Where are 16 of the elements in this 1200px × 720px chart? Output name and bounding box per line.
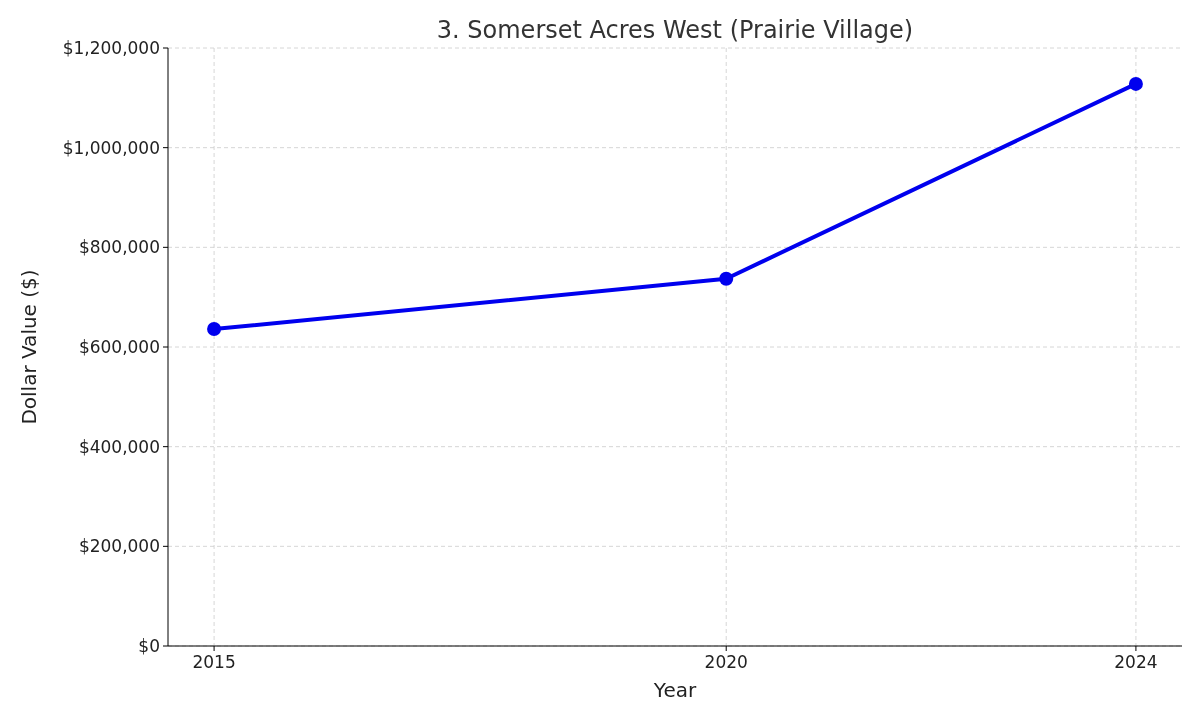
- y-tick-label: $400,000: [78, 436, 160, 457]
- point: [1128, 76, 1143, 91]
- y-tick-label: $600,000: [78, 336, 160, 357]
- y-axis-title: Dollar Value ($): [17, 269, 41, 425]
- point: [719, 271, 734, 286]
- x-tick-label: 2024: [1114, 652, 1158, 672]
- point: [207, 322, 222, 337]
- x-tick-label: 2015: [192, 652, 236, 672]
- x-axis-title: Year: [652, 678, 697, 702]
- y-tick-label: $1,200,000: [62, 37, 160, 58]
- chart-title: 3. Somerset Acres West (Prairie Village): [436, 16, 914, 44]
- y-tick-label: $200,000: [78, 536, 160, 557]
- y-tick-label: $0: [138, 635, 160, 656]
- y-tick-label: $800,000: [78, 237, 160, 258]
- x-tick-label: 2020: [704, 652, 748, 672]
- y-tick-label: $1,000,000: [62, 137, 160, 158]
